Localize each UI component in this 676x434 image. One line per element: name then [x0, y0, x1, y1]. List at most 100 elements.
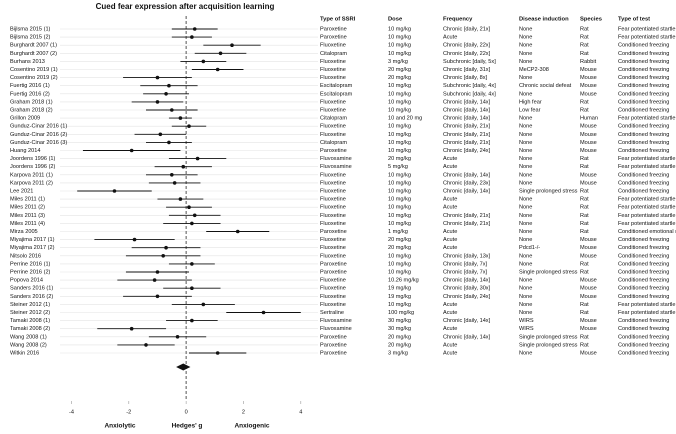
effect-point	[201, 59, 206, 64]
table-cell: Chronic [daily, 13x]	[443, 253, 491, 259]
table-cell: Rat	[580, 261, 589, 267]
table-cell: None	[519, 156, 532, 162]
table-cell: Conditioned freezing	[618, 75, 669, 81]
table-cell: High fear	[519, 99, 542, 105]
table-cell: Conditioned freezing	[618, 334, 669, 340]
table-cell: Paroxetine	[320, 229, 347, 235]
table-cell: Fluoxetine	[320, 302, 346, 308]
table-header: Type of SSRI	[320, 17, 356, 23]
study-label: Karpova 2011 (2)	[10, 180, 53, 186]
table-cell: 10 mg/kg	[388, 302, 411, 308]
table-cell: Conditioned freezing	[618, 180, 669, 186]
table-cell: Fluoxetine	[320, 278, 346, 284]
table-header: Dose	[388, 17, 403, 23]
table-cell: Chronic [daily, 21x]	[443, 124, 491, 130]
study-label: Cosentino 2019 (1)	[10, 67, 58, 73]
table-cell: Rat	[580, 221, 589, 227]
table-cell: Conditioned freezing	[618, 188, 669, 194]
table-cell: Conditioned freezing	[618, 124, 669, 130]
table-cell: 10.26 mg/kg	[388, 278, 419, 284]
table-cell: Subchronic [daily, 4x]	[443, 83, 496, 89]
study-label: Witkin 2016	[10, 350, 39, 356]
study-label: Gunduz-Cinar 2016 (1)	[10, 124, 67, 130]
table-cell: Chronic [daily, 30x]	[443, 286, 491, 292]
table-cell: Fluoxetine	[320, 245, 346, 251]
table-cell: None	[519, 350, 532, 356]
table-cell: None	[519, 278, 532, 284]
table-cell: Rat	[580, 107, 589, 113]
table-cell: Fluoxetine	[320, 237, 346, 243]
table-cell: Paroxetine	[320, 261, 347, 267]
table-cell: Fluvoxamine	[320, 164, 352, 170]
table-cell: Paroxetine	[320, 26, 347, 32]
table-cell: 20 mg/kg	[388, 334, 411, 340]
table-cell: None	[519, 116, 532, 122]
table-cell: Conditioned freezing	[618, 132, 669, 138]
table-header: Frequency	[443, 17, 473, 23]
table-cell: Fear potentiated startle	[618, 213, 676, 219]
table-cell: Chronic [daily, 23x]	[443, 180, 491, 186]
table-cell: None	[519, 91, 532, 97]
table-cell: Mouse	[580, 318, 597, 324]
table-cell: None	[519, 286, 532, 292]
table-cell: Chronic [daily, 21x]	[443, 26, 491, 32]
table-cell: None	[519, 253, 532, 259]
table-cell: 10 mg/kg	[388, 35, 411, 41]
table-cell: Fluoxetine	[320, 59, 346, 65]
table-cell: 10 mg/kg	[388, 140, 411, 146]
table-cell: None	[519, 51, 532, 57]
table-cell: Conditioned freezing	[618, 269, 669, 275]
effect-point	[129, 148, 134, 153]
x-tick-label: 0	[185, 409, 188, 415]
effect-point	[144, 343, 148, 347]
table-cell: Acute	[443, 197, 457, 203]
table-cell: Conditioned freezing	[618, 107, 669, 113]
table-cell: 10 mg/kg	[388, 43, 411, 49]
table-cell: Fluoxetine	[320, 132, 346, 138]
table-cell: Mouse	[580, 132, 597, 138]
effect-point	[172, 181, 177, 185]
study-label: Steiner 2012 (2)	[10, 310, 50, 316]
study-label: Fuertig 2016 (2)	[10, 91, 50, 97]
table-cell: Mouse	[580, 245, 597, 251]
table-cell: Mouse	[580, 278, 597, 284]
table-cell: Rabbit	[580, 59, 597, 65]
table-cell: Escitalopram	[320, 83, 353, 89]
table-cell: Paroxetine	[320, 342, 347, 348]
effect-point	[181, 164, 186, 169]
table-cell: Conditioned emotional response	[618, 229, 676, 235]
study-label: Bijlsma 2015 (1)	[10, 26, 51, 32]
table-cell: 100 mg/kg	[388, 310, 414, 316]
table-cell: 10 mg/kg	[388, 124, 411, 130]
table-cell: Subchronic [daily, 5x]	[443, 59, 496, 65]
table-cell: Sertraline	[320, 310, 344, 316]
x-tick-label: 4	[299, 409, 302, 415]
table-cell: Conditioned freezing	[618, 261, 669, 267]
table-cell: Conditioned freezing	[618, 237, 669, 243]
table-cell: Fluoxetine	[320, 213, 346, 219]
table-cell: Acute	[443, 350, 457, 356]
effect-point	[158, 132, 163, 137]
table-cell: Fear potentiated startle	[618, 156, 676, 162]
effect-point	[155, 270, 160, 274]
table-cell: 20 mg/kg	[388, 237, 411, 243]
table-cell: None	[519, 132, 532, 138]
table-cell: Chronic [daily, 14x]	[443, 99, 491, 105]
table-cell: Rat	[580, 229, 589, 235]
table-cell: None	[519, 213, 532, 219]
x-tick-label: -4	[69, 409, 74, 415]
chart-title: Cued fear expression after acquisition l…	[96, 2, 275, 11]
annotation: Anxiolytic	[104, 423, 135, 430]
table-cell: Mouse	[580, 140, 597, 146]
table-cell: Fluoxetine	[320, 124, 346, 130]
x-tick-label: 2	[242, 409, 245, 415]
table-cell: 10 mg/kg	[388, 51, 411, 57]
study-label: Graham 2018 (1)	[10, 99, 53, 105]
table-cell: Fluvoxamine	[320, 156, 352, 162]
table-cell: None	[519, 205, 532, 211]
effect-point	[261, 310, 266, 315]
table-cell: Chronic [daily, 14x]	[443, 334, 491, 340]
table-cell: 30 mg/kg	[388, 318, 411, 324]
table-cell: Chronic [daily, 14x]	[443, 116, 491, 122]
